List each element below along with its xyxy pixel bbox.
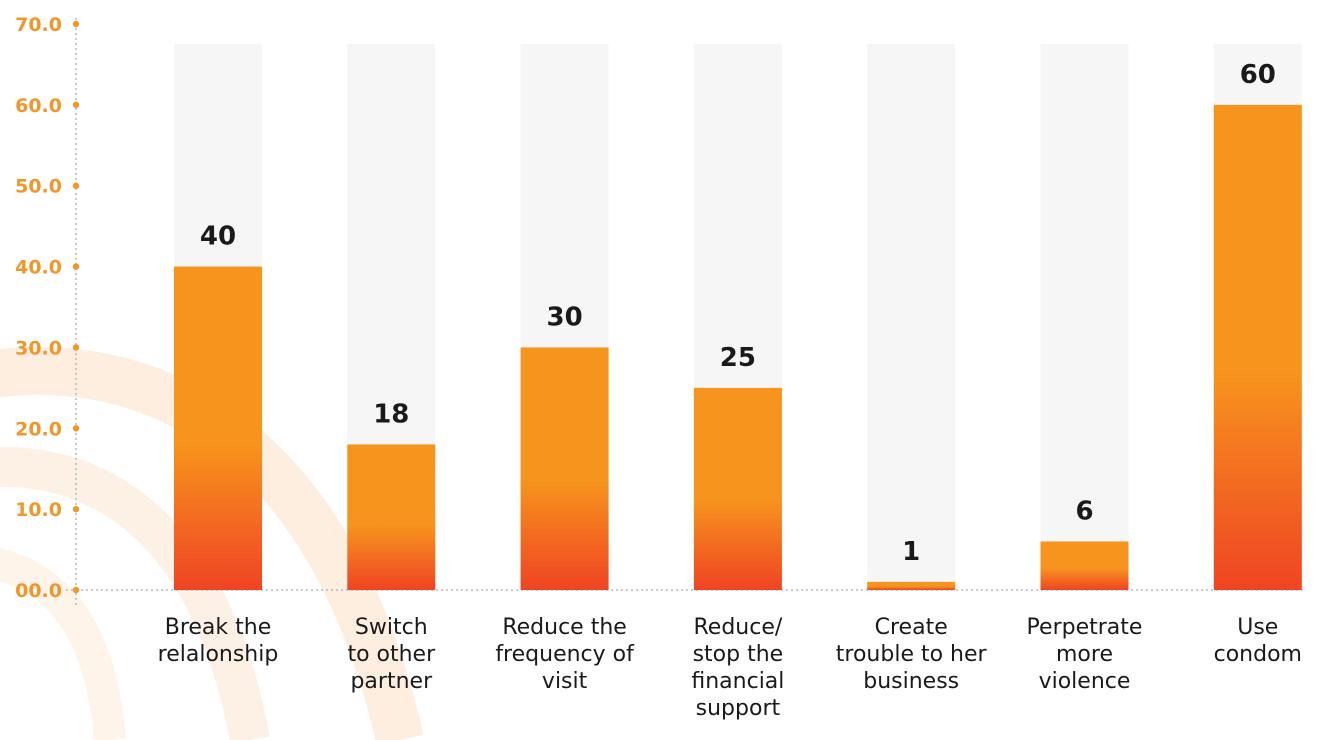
bar-value-label: 30 <box>547 302 583 332</box>
y-tick-dot <box>72 344 80 351</box>
bar-value-label: 18 <box>373 399 409 429</box>
bar-track <box>1040 44 1129 590</box>
bar <box>174 266 262 590</box>
y-tick-label: 70.0 <box>15 14 62 36</box>
bar <box>520 347 609 590</box>
y-tick-label: 40.0 <box>15 257 62 279</box>
y-tick-label: 30.0 <box>15 337 62 359</box>
y-tick-label: 20.0 <box>15 418 62 440</box>
y-tick-label: 10.0 <box>15 499 62 521</box>
x-tick-label: Use condom <box>1213 615 1302 667</box>
y-tick-label: 60.0 <box>15 95 62 117</box>
y-tick-label: 50.0 <box>15 176 62 198</box>
bar <box>693 387 782 590</box>
y-tick-dot <box>72 263 80 270</box>
y-tick-dot <box>72 586 80 594</box>
bar-track <box>867 44 956 590</box>
y-tick-dot <box>72 101 80 109</box>
bars <box>174 104 1302 590</box>
decor-arc-inner <box>0 548 126 740</box>
bar <box>867 581 956 590</box>
x-tick-label: Create trouble to her business <box>835 615 987 694</box>
bar-value-label: 6 <box>1075 496 1093 526</box>
y-tick-dot <box>72 505 80 513</box>
decor-arc-middle <box>0 446 270 740</box>
bar-value-label: 1 <box>902 537 920 567</box>
x-tick-label: Reduce/ stop the financial support <box>691 615 785 721</box>
y-tick-dot <box>72 182 80 189</box>
y-tick-label: 00.0 <box>15 580 62 602</box>
y-axis-ticks: 00.0 10.0 20.0 30.0 40.0 50.0 60.0 70.0 <box>15 14 80 602</box>
x-tick-label: Break the relalonship <box>157 615 279 667</box>
bar-value-label: 60 <box>1240 60 1276 90</box>
bar <box>1040 541 1129 590</box>
bar <box>347 444 436 590</box>
x-tick-label: Perpetrate more violence <box>1026 615 1143 694</box>
bar-value-label: 25 <box>720 343 756 373</box>
bar <box>1213 104 1302 590</box>
bar-value-label: 40 <box>200 222 236 252</box>
y-tick-dot <box>72 425 80 432</box>
y-tick-dot <box>72 20 80 28</box>
value-labels: 40 18 30 25 1 6 60 <box>200 60 1276 567</box>
x-tick-label: Reduce the frequency of visit <box>495 615 634 694</box>
x-tick-label: Switch to other partner <box>347 615 436 694</box>
